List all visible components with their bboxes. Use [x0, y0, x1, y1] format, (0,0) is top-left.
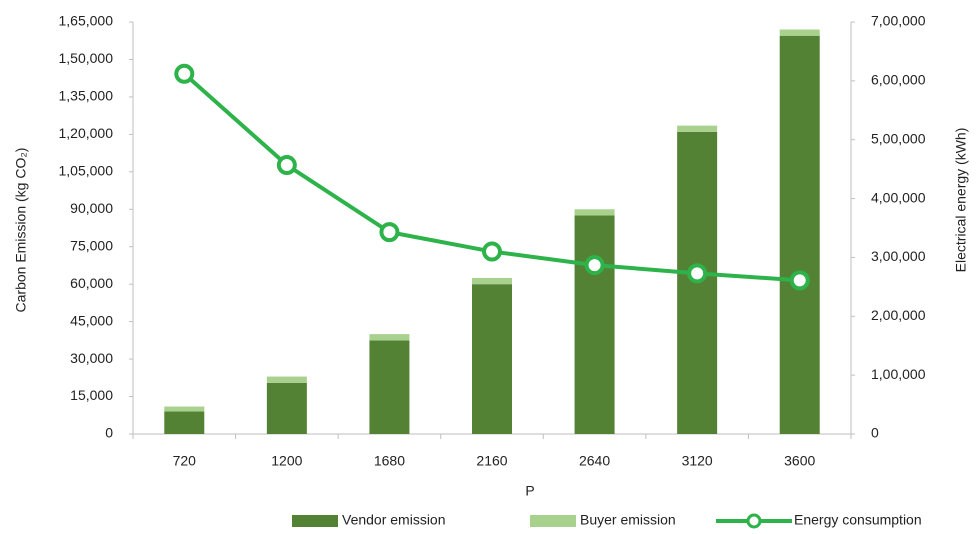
x-axis-title: P: [525, 483, 534, 499]
y2-tick-label: 6,00,000: [871, 72, 926, 88]
x-tick-label: 3600: [784, 453, 815, 469]
bar: [574, 215, 615, 434]
y2-tick-label: 5,00,000: [871, 130, 926, 146]
bar: [779, 29, 820, 36]
line-marker: [482, 241, 502, 262]
x-tick-label: 3120: [682, 453, 713, 469]
y-tick-label: 75,000: [70, 237, 113, 253]
y2-tick-label: 2,00,000: [871, 307, 926, 323]
line-marker: [789, 270, 810, 291]
bar: [164, 411, 205, 434]
y-tick-label: 1,35,000: [59, 88, 114, 104]
bar: [677, 125, 718, 132]
bar: [266, 382, 307, 434]
y-tick-label: 15,000: [70, 387, 113, 403]
y-tick-label: 1,50,000: [59, 50, 114, 66]
line-marker: [276, 155, 297, 176]
legend-label: Vendor emission: [342, 512, 446, 528]
x-tick-label: 720: [173, 453, 197, 469]
legend-label: Buyer emission: [580, 512, 676, 528]
legend-swatch: [530, 515, 576, 527]
y-tick-label: 0: [105, 425, 113, 441]
y-axis-title: Carbon Emission (kg CO₂): [13, 148, 29, 313]
y2-axis-title: Electrical energy (kWh): [953, 128, 969, 273]
line-marker: [174, 63, 195, 84]
legend-label: Energy consumption: [794, 512, 922, 528]
x-tick-label: 1680: [374, 453, 405, 469]
legend-swatch: [292, 515, 338, 527]
legend-swatch: [746, 513, 762, 529]
y-tick-label: 90,000: [70, 200, 113, 216]
bar: [369, 340, 410, 434]
x-tick-label: 2640: [579, 453, 610, 469]
bar: [369, 334, 410, 341]
y-tick-label: 1,65,000: [59, 13, 114, 29]
x-tick-label: 1200: [271, 453, 302, 469]
y-tick-label: 60,000: [70, 275, 113, 291]
y-tick-label: 1,05,000: [59, 163, 114, 179]
y2-tick-label: 3,00,000: [871, 248, 926, 264]
line-marker: [687, 263, 708, 284]
bar: [471, 284, 513, 434]
y-tick-label: 45,000: [70, 312, 113, 328]
bar: [779, 35, 820, 434]
bar: [471, 277, 513, 285]
bar: [574, 209, 615, 216]
y2-tick-label: 1,00,000: [871, 366, 926, 382]
bar: [164, 406, 205, 412]
y-tick-label: 30,000: [70, 350, 113, 366]
line-marker: [379, 222, 400, 243]
line-marker: [584, 255, 605, 276]
bar: [266, 376, 307, 383]
x-tick-label: 2160: [476, 453, 507, 469]
y2-tick-label: 0: [871, 425, 879, 441]
y-tick-label: 1,20,000: [59, 125, 114, 141]
y2-tick-label: 4,00,000: [871, 189, 926, 205]
y2-tick-label: 7,00,000: [871, 13, 926, 29]
